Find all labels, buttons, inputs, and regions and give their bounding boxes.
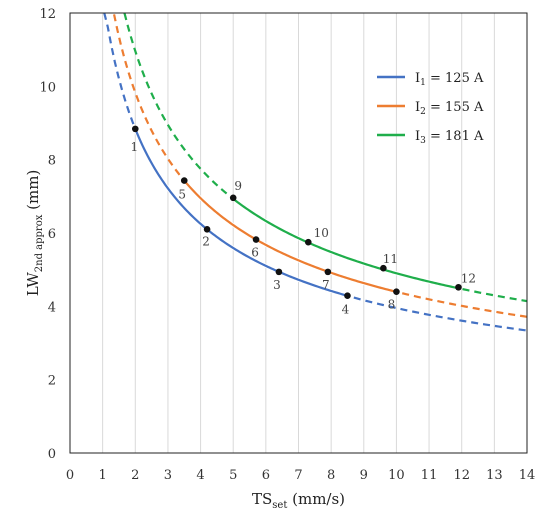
data-point-label-3: 3 xyxy=(273,278,281,292)
y-tick-label: 4 xyxy=(48,300,56,315)
data-point-label-8: 8 xyxy=(388,298,396,312)
data-point-2 xyxy=(203,226,211,233)
y-tick-label: 2 xyxy=(48,374,56,389)
x-tick-label: 3 xyxy=(164,468,172,483)
x-tick-label: 4 xyxy=(196,468,204,483)
x-tick-label: 12 xyxy=(453,468,470,483)
plot-frame xyxy=(69,12,528,454)
legend-label-3: I3 = 181 A xyxy=(415,129,484,146)
x-tick-label: 9 xyxy=(360,468,368,483)
data-point-4 xyxy=(344,292,351,300)
y-tick-label: 0 xyxy=(48,447,56,462)
legend-label-1: I1 = 125 A xyxy=(415,71,484,88)
y-tick-label: 6 xyxy=(48,227,56,242)
x-tick-label: 10 xyxy=(388,468,405,483)
x-tick-label: 5 xyxy=(229,468,237,483)
x-tick-label: 7 xyxy=(294,468,302,483)
y-axis-title: LW2nd approx (mm) xyxy=(24,170,45,297)
y-tick-label: 10 xyxy=(39,80,56,95)
x-axis-title: TSset (mm/s) xyxy=(252,490,345,511)
data-point-11 xyxy=(380,264,387,272)
data-point-8 xyxy=(393,288,400,295)
series-1-line xyxy=(134,128,348,297)
data-point-6 xyxy=(252,236,260,243)
x-tick-label: 8 xyxy=(327,468,335,483)
x-tick-label: 6 xyxy=(262,468,270,483)
data-point-5 xyxy=(180,177,188,184)
series-1-line-backing xyxy=(133,128,349,298)
data-point-10 xyxy=(304,238,312,246)
data-point-label-4: 4 xyxy=(342,303,350,317)
data-point-7 xyxy=(324,268,332,276)
data-point-label-2: 2 xyxy=(202,234,210,248)
data-point-label-9: 9 xyxy=(234,179,242,193)
grid-lines xyxy=(102,13,495,453)
legend: I1 = 125 A I2 = 155 A I3 = 181 A xyxy=(377,71,484,146)
data-point-label-7: 7 xyxy=(322,278,330,292)
x-tick-label: 2 xyxy=(131,468,139,483)
x-tick-label: 13 xyxy=(486,468,503,483)
series-3-line xyxy=(232,197,459,290)
y-tick-label: 12 xyxy=(39,7,56,22)
y-tick-label: 8 xyxy=(48,154,56,169)
x-tick-label: 0 xyxy=(66,468,74,483)
x-tick-labels: 0 1 2 3 4 5 6 7 8 9 10 11 12 13 14 xyxy=(66,468,535,483)
data-point-9 xyxy=(229,194,237,202)
data-point-label-5: 5 xyxy=(178,188,186,202)
data-point-label-1: 1 xyxy=(130,140,138,154)
series-3-extrapolated-line xyxy=(123,12,528,303)
series-2-line xyxy=(183,179,397,293)
data-point-label-6: 6 xyxy=(251,246,259,260)
data-point-label-10: 10 xyxy=(314,226,329,240)
x-tick-label: 11 xyxy=(421,468,438,483)
data-point-12 xyxy=(455,283,462,291)
data-point-label-11: 11 xyxy=(383,252,398,266)
data-point-label-12: 12 xyxy=(461,271,476,285)
y-tick-labels: 0 2 4 6 8 10 12 xyxy=(39,7,56,462)
data-point-3 xyxy=(275,268,283,276)
x-tick-label: 14 xyxy=(519,468,536,483)
data-point-1 xyxy=(131,125,139,133)
x-tick-label: 1 xyxy=(99,468,107,483)
legend-label-2: I2 = 155 A xyxy=(415,100,484,117)
